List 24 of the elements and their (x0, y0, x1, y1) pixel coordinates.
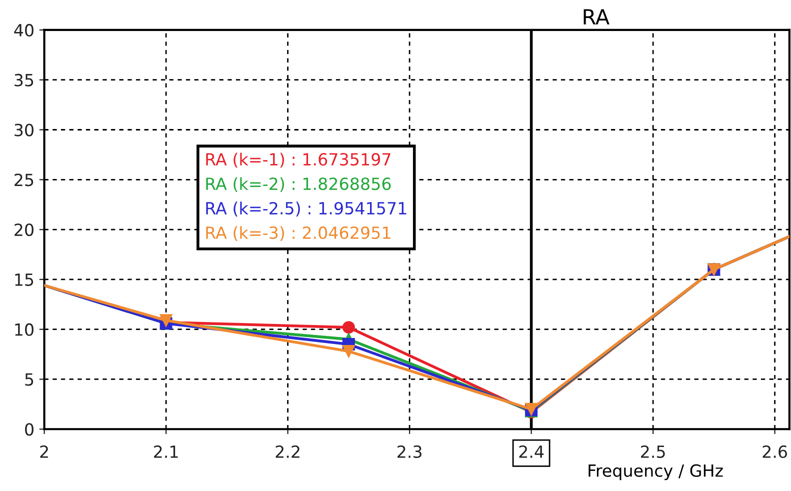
x-tick-label: 2.1 (154, 445, 178, 458)
chart-title: RA (584, 9, 610, 24)
y-tick-label: 0 (25, 423, 34, 436)
y-tick-label: 40 (14, 24, 34, 37)
x-tick-label: 2.5 (641, 445, 665, 458)
y-tick-label: 15 (15, 274, 34, 286)
x-tick-label: 2 (40, 445, 48, 458)
x-tick-label: 2.6 (762, 445, 788, 458)
point (342, 345, 355, 358)
y-tick-label: 10 (15, 323, 34, 336)
text: RA (k=-2) : 1.8268856 (206, 177, 391, 192)
text: RA (k=-1) : 1.6735197 (206, 152, 390, 168)
y-tick-label: 35 (14, 74, 34, 86)
text: RA (k=-3) : 2.0462951 (206, 226, 390, 241)
y-tick-label: 5 (25, 373, 34, 386)
point (342, 321, 355, 334)
y-tick-label: 20 (14, 224, 34, 236)
x-tick-label: 2.2 (276, 445, 300, 458)
y-tick-label: 30 (14, 124, 34, 136)
x-tick-label: 2.4 (519, 445, 544, 458)
text: RA (k=-2.5) : 1.9541571 (206, 202, 406, 217)
y-tick-label: 25 (14, 174, 34, 186)
x-tick-label: 2.3 (398, 445, 422, 458)
x-axis-title: Frequency / GHz (588, 464, 723, 480)
